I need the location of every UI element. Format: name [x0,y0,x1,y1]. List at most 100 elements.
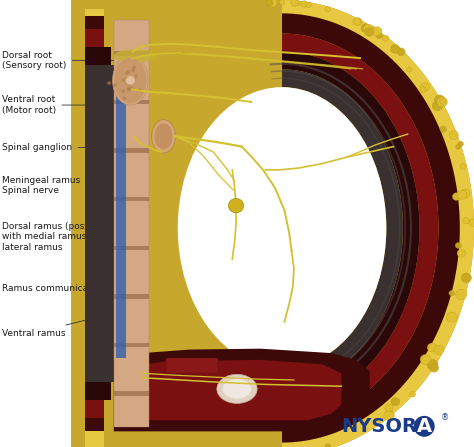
Circle shape [127,88,131,92]
Text: Ramus communicans: Ramus communicans [2,273,120,293]
Circle shape [370,26,375,31]
Polygon shape [282,51,419,405]
Polygon shape [114,294,149,299]
Polygon shape [114,51,149,56]
Circle shape [457,190,467,199]
Circle shape [386,409,392,416]
Polygon shape [85,9,104,447]
Circle shape [121,89,125,93]
Circle shape [126,77,129,81]
Circle shape [122,97,126,100]
Circle shape [126,81,129,85]
Circle shape [420,83,429,91]
Text: Lateral cutaneous ramus: Lateral cutaneous ramus [242,233,366,242]
Circle shape [469,219,474,226]
Text: Meningeal ramus
Spinal nerve: Meningeal ramus Spinal nerve [2,176,128,195]
Circle shape [455,242,462,249]
Circle shape [130,86,134,90]
Circle shape [127,87,131,91]
Circle shape [295,0,301,6]
Circle shape [134,74,137,78]
Circle shape [267,0,277,7]
Circle shape [325,443,331,447]
Polygon shape [85,29,104,418]
Text: Sympathetic ganglion: Sympathetic ganglion [242,217,353,226]
Ellipse shape [114,58,146,103]
Polygon shape [282,69,403,387]
Circle shape [301,1,308,7]
Polygon shape [282,13,460,443]
Circle shape [407,67,412,72]
Circle shape [113,84,117,87]
Text: Spinal ganglion: Spinal ganglion [2,143,146,152]
Text: Dorsal ramus (posterior)
with medial ramus and
lateral ramus: Dorsal ramus (posterior) with medial ram… [2,222,120,252]
Text: ®: ® [441,413,449,422]
Polygon shape [114,342,149,347]
Ellipse shape [152,119,175,153]
Circle shape [447,312,457,322]
Circle shape [383,411,394,421]
Circle shape [325,6,331,12]
Polygon shape [85,47,111,400]
Circle shape [460,164,466,169]
Ellipse shape [217,375,257,404]
Circle shape [107,81,111,85]
Polygon shape [166,358,218,373]
Ellipse shape [113,56,148,105]
Circle shape [228,198,244,213]
Circle shape [126,72,129,75]
Circle shape [353,18,361,25]
Circle shape [122,78,126,82]
Polygon shape [71,0,474,447]
Polygon shape [114,245,149,250]
Circle shape [383,35,389,42]
Circle shape [354,17,362,25]
Polygon shape [114,349,370,431]
Text: NYSOR: NYSOR [341,417,417,436]
Circle shape [420,87,426,93]
Polygon shape [85,16,104,431]
Polygon shape [114,197,149,202]
Circle shape [364,24,373,33]
Circle shape [410,391,416,397]
Circle shape [432,101,442,111]
Polygon shape [114,100,149,105]
Circle shape [124,77,128,80]
Circle shape [427,343,437,352]
Ellipse shape [114,49,156,63]
Circle shape [429,363,438,372]
Circle shape [376,32,383,38]
Circle shape [420,354,431,364]
Circle shape [457,249,465,257]
Circle shape [456,289,467,299]
Circle shape [128,82,132,86]
Text: A: A [417,417,432,436]
Circle shape [132,78,136,82]
Circle shape [452,193,461,200]
Circle shape [132,66,136,70]
Polygon shape [114,148,149,153]
Circle shape [306,2,311,8]
Ellipse shape [155,123,173,149]
Polygon shape [282,34,438,422]
Circle shape [427,359,438,370]
Polygon shape [114,20,149,427]
Text: Ventral cutaneous ramus: Ventral cutaneous ramus [242,249,367,258]
Circle shape [131,69,135,72]
Circle shape [461,273,472,283]
Text: Ventral ramus: Ventral ramus [2,312,120,337]
Circle shape [460,189,470,198]
Circle shape [437,97,447,107]
Polygon shape [85,65,116,382]
Circle shape [127,70,130,74]
Circle shape [126,76,135,85]
Circle shape [291,0,298,6]
Circle shape [365,28,374,36]
Polygon shape [282,0,474,447]
Circle shape [434,95,445,105]
Circle shape [127,87,131,90]
Circle shape [279,0,284,5]
Circle shape [372,27,382,36]
Circle shape [391,397,400,406]
Circle shape [265,0,273,6]
